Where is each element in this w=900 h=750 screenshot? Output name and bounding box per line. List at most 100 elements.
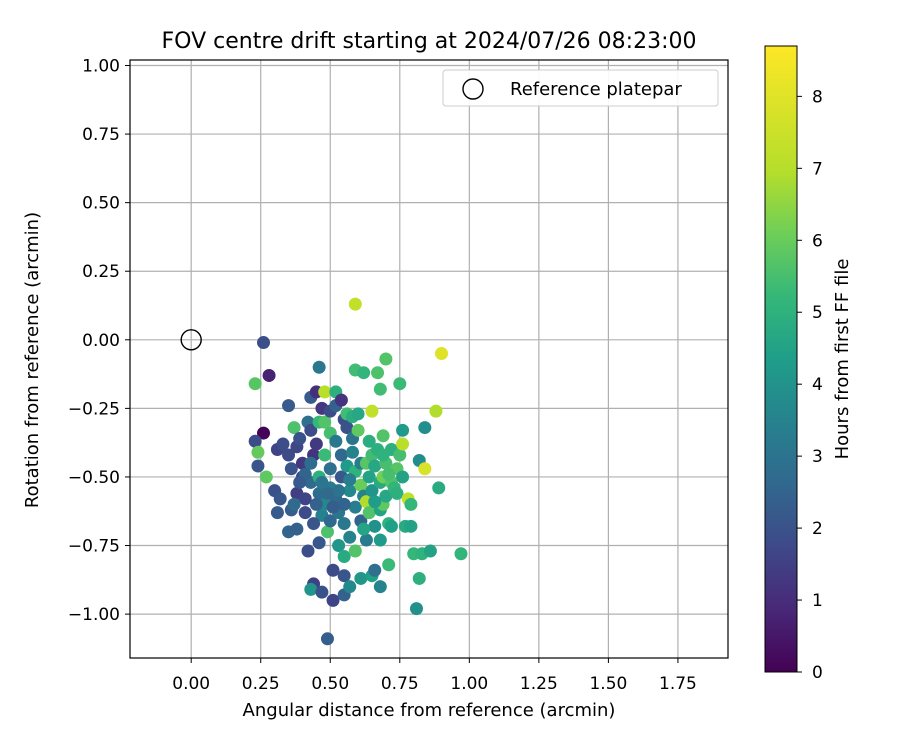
data-point xyxy=(359,533,373,547)
data-point xyxy=(343,473,357,487)
data-point xyxy=(373,382,387,396)
data-point xyxy=(259,470,273,484)
data-point xyxy=(320,486,334,500)
y-axis-label: Rotation from reference (arcmin) xyxy=(22,212,43,508)
data-point xyxy=(429,404,443,418)
data-point xyxy=(287,497,301,511)
data-point xyxy=(348,297,362,311)
data-point xyxy=(373,533,387,547)
colorbar-tick-label: 8 xyxy=(812,87,823,107)
colorbar-label: Hours from first FF file xyxy=(832,259,853,460)
legend-entry-reference-platepar: Reference platepar xyxy=(510,79,682,100)
data-point xyxy=(293,432,307,446)
colorbar-tick-label: 0 xyxy=(812,663,823,683)
legend-marker-icon xyxy=(462,78,484,100)
colorbar-tick-label: 6 xyxy=(812,231,823,251)
y-tick-label: −0.50 xyxy=(68,468,120,488)
data-point xyxy=(326,500,340,514)
x-axis-ticks: 0.00 0.25 0.50 0.75 1.00 1.25 1.50 1.75 xyxy=(172,658,697,694)
data-point xyxy=(334,448,348,462)
data-point xyxy=(332,484,346,498)
data-point xyxy=(362,506,376,520)
data-point xyxy=(393,377,407,391)
data-point xyxy=(423,544,437,558)
colorbar-tick-label: 1 xyxy=(812,591,823,611)
legend-box xyxy=(442,69,719,107)
data-point xyxy=(357,366,371,380)
data-point xyxy=(382,467,396,481)
data-point xyxy=(354,571,368,585)
colorbar: 0 1 2 3 4 5 6 7 8 Hours from first FF file xyxy=(764,45,853,683)
data-point xyxy=(412,571,426,585)
data-point xyxy=(343,530,357,544)
x-tick-label: 0.50 xyxy=(311,674,349,694)
data-point xyxy=(365,484,379,498)
data-points xyxy=(248,297,468,646)
data-point xyxy=(384,519,398,533)
data-point xyxy=(362,470,376,484)
data-point xyxy=(262,368,276,382)
y-tick-label: 0.00 xyxy=(82,331,120,351)
data-point xyxy=(362,434,376,448)
data-point xyxy=(323,462,337,476)
plot-area xyxy=(130,60,728,658)
data-point xyxy=(435,347,449,361)
data-point xyxy=(329,434,343,448)
data-point xyxy=(276,437,290,451)
data-point xyxy=(318,415,332,429)
data-point xyxy=(320,632,334,646)
data-point xyxy=(323,514,337,528)
data-point xyxy=(354,478,368,492)
data-point xyxy=(396,437,410,451)
x-tick-label: 1.00 xyxy=(450,674,488,694)
y-tick-label: −0.25 xyxy=(68,399,120,419)
data-point xyxy=(390,486,404,500)
data-point xyxy=(251,459,265,473)
data-point xyxy=(248,434,262,448)
data-point xyxy=(351,423,365,437)
colorbar-tick-label: 5 xyxy=(812,303,823,323)
data-point xyxy=(340,421,354,435)
chart-title: FOV centre drift starting at 2024/07/26 … xyxy=(162,29,697,54)
data-point xyxy=(371,366,385,380)
data-point xyxy=(382,558,396,572)
data-point xyxy=(337,569,351,583)
x-tick-label: 1.25 xyxy=(520,674,558,694)
colorbar-tick-label: 7 xyxy=(812,159,823,179)
y-tick-label: −0.75 xyxy=(68,537,120,557)
plot-frame xyxy=(129,59,729,659)
data-point xyxy=(368,495,382,509)
data-point xyxy=(404,519,418,533)
colorbar-tick-label: 2 xyxy=(812,519,823,539)
data-point xyxy=(343,580,357,594)
data-point xyxy=(368,563,382,577)
data-point xyxy=(318,385,332,399)
data-point xyxy=(290,522,304,536)
data-point xyxy=(320,525,334,539)
data-point xyxy=(373,580,387,594)
x-tick-label: 0.25 xyxy=(242,674,280,694)
data-point xyxy=(337,497,351,511)
data-point xyxy=(334,393,348,407)
data-point xyxy=(379,352,393,366)
colorbar-ticks: 0 1 2 3 4 5 6 7 8 xyxy=(797,87,823,683)
data-point xyxy=(454,547,468,561)
data-point xyxy=(376,429,390,443)
data-point xyxy=(376,448,390,462)
data-point xyxy=(307,517,321,531)
data-point xyxy=(357,522,371,536)
x-tick-label: 1.75 xyxy=(659,674,697,694)
x-axis-label: Angular distance from reference (arcmin) xyxy=(243,700,616,721)
data-point xyxy=(409,602,423,616)
x-tick-label: 1.50 xyxy=(589,674,627,694)
reference-platepar-marker xyxy=(180,329,202,351)
colorbar-gradient xyxy=(764,45,798,673)
data-point xyxy=(326,593,340,607)
y-axis-ticks: −1.00 −0.75 −0.50 −0.25 0.00 0.25 0.50 0.75 1.00 xyxy=(68,56,130,625)
colorbar-tick-label: 4 xyxy=(812,375,823,395)
data-point xyxy=(304,582,318,596)
data-point xyxy=(348,500,362,514)
data-point xyxy=(284,462,298,476)
data-point xyxy=(332,539,346,553)
data-point xyxy=(309,437,323,451)
